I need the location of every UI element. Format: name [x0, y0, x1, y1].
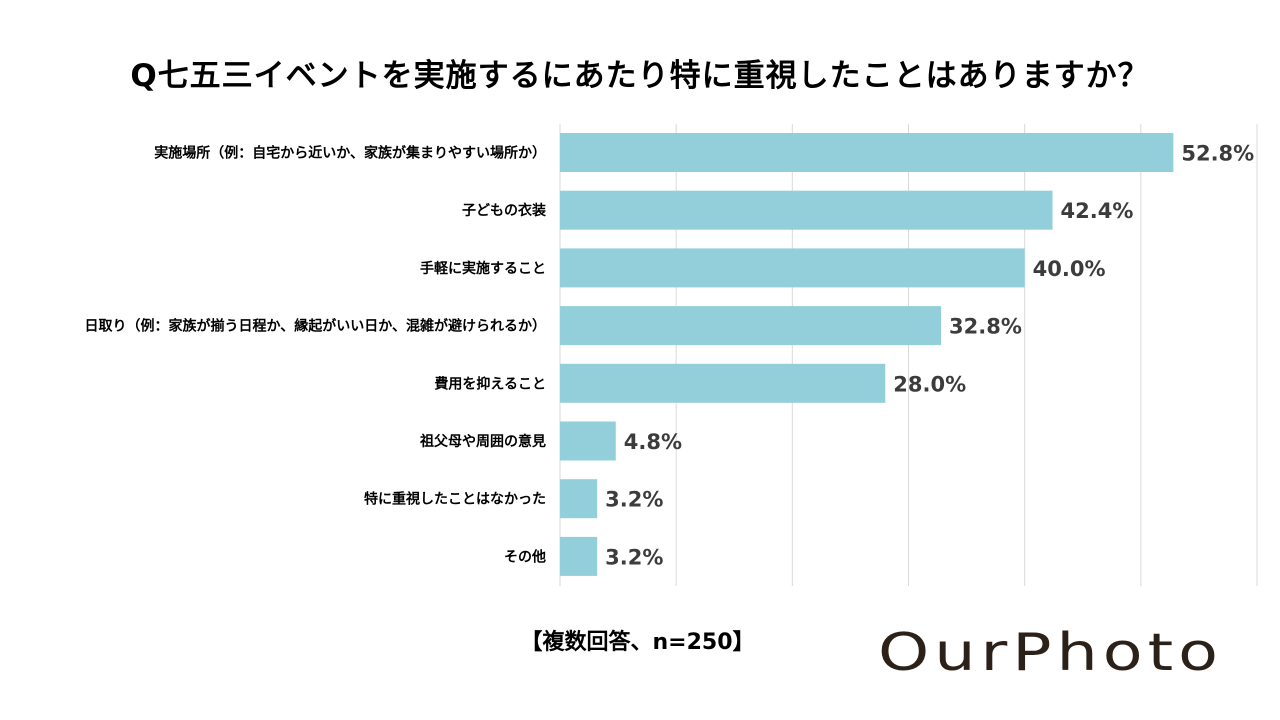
sample-note: 【複数回答、n=250】 [520, 630, 755, 655]
category-label: 特に重視したことはなかった [364, 491, 546, 508]
bar [560, 536, 598, 576]
bar-chart: 実施場所（例：自宅から近いか、家族が集まりやすい場所か） 52.8% 子どもの衣装 4… [85, 124, 1258, 586]
value-label: 42.4% [1061, 199, 1134, 223]
bar [560, 190, 1053, 230]
value-label: 3.2% [605, 488, 663, 512]
category-label: 子どもの衣装 [462, 202, 547, 219]
ourphoto-logo: OurPhoto [878, 623, 1223, 678]
category-label: 手軽に実施すること [420, 260, 546, 277]
value-label: 52.8% [1181, 142, 1254, 166]
value-label: 4.8% [624, 430, 682, 454]
value-label: 32.8% [949, 315, 1022, 339]
value-label: 28.0% [893, 372, 966, 396]
category-label: 実施場所（例：自宅から近いか、家族が集まりやすい場所か） [154, 145, 546, 162]
bar [560, 248, 1025, 288]
logo-text: OurPhoto [878, 623, 1223, 678]
bar [560, 479, 598, 519]
bar [560, 421, 616, 461]
value-label: 3.2% [605, 545, 663, 569]
bar [560, 363, 886, 403]
bar [560, 133, 1174, 172]
category-label: その他 [504, 548, 546, 565]
bar [560, 306, 942, 346]
category-label: 費用を抑えること [434, 375, 546, 392]
category-label: 日取り（例：家族が揃う日程か、縁起がいい日か、混雑が避けられるか） [85, 318, 546, 335]
category-label: 祖父母や周囲の意見 [419, 433, 546, 450]
chart-title: Q七五三イベントを実施するにあたり特に重視したことはありますか？ [130, 58, 1150, 94]
value-label: 40.0% [1033, 257, 1106, 281]
